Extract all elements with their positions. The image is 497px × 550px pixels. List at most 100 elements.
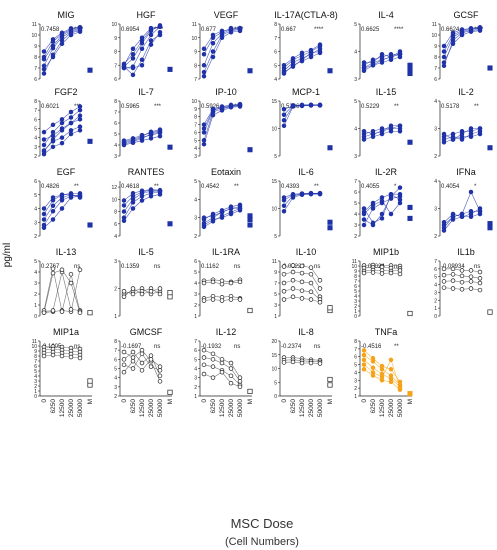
y-tick-label: 2 [194,385,197,391]
y-tick-label: 9 [194,107,197,113]
data-point [201,130,207,135]
y-tick-label: 4 [434,283,437,289]
data-point [219,105,225,111]
y-tick-label: 7 [354,279,357,285]
data-point [77,355,83,361]
data-point [450,30,456,36]
data-point [139,188,145,194]
data-point [148,42,154,47]
y-tick-label: 5 [194,138,197,144]
data-point [237,297,243,302]
y-tick-label: 10 [191,99,197,105]
data-point [281,118,287,123]
x-tick-label: M [167,399,174,404]
medium-control-point [327,382,333,388]
y-tick-label: 7 [434,66,437,72]
data-point [201,141,207,147]
data-point [210,357,216,362]
y-tick-label: 6 [434,77,437,83]
data-point [130,72,136,78]
data-point [121,369,127,375]
data-point [41,148,47,153]
data-point [50,208,56,214]
data-point [361,217,367,222]
data-point [388,54,394,60]
data-point [59,126,65,131]
y-tick-label: 6 [434,267,437,273]
data-point [379,378,385,383]
y-tick-label: 4 [34,136,37,142]
y-tick-label: 5 [194,357,197,363]
y-tick-label: 4 [194,146,197,152]
data-point [41,142,47,148]
correlation-value: 0.667 [281,27,297,33]
data-point [228,206,234,211]
data-point [361,65,367,71]
data-point [121,203,127,208]
significance-label: * [394,184,397,190]
data-point [41,66,47,72]
panel-il-5: IL-5 1 2 3 0.1359 ns [114,247,173,320]
data-point [148,27,154,32]
data-point [68,307,74,312]
data-point [290,278,296,283]
x-tick-label: M [407,399,414,404]
panel-il-17a-ctla-8-: IL-17A(CTLA-8) 4 5 6 7 8 0.667 **** [274,10,338,83]
y-tick-label: 11 [32,22,37,28]
data-point [68,128,74,133]
y-tick-label: 4 [194,197,197,203]
y-tick-label: 5 [114,132,117,138]
data-point [130,366,136,371]
y-tick-label: 10 [191,36,197,42]
data-point [148,364,154,369]
y-tick-label: 3 [114,259,117,265]
data-point [50,308,56,313]
panel-il-4: IL-4 3 4 5 0.6625 **** [354,10,413,83]
panel-title: IL-6 [298,167,314,177]
data-point [148,194,154,199]
data-point [397,387,403,392]
y-tick-label: 11 [272,259,277,265]
panel-title: IP-10 [215,87,237,97]
y-tick-label: 4 [434,99,437,105]
y-tick-label: 7 [194,123,197,129]
medium-control-point [87,138,93,144]
panel-rantes: RANTES 4 6 8 10 12 0.4618 ** [111,167,173,240]
data-point [148,129,154,135]
data-point [281,69,287,75]
data-point [308,289,314,295]
medium-control-point [407,204,413,210]
medium-control-point [247,213,253,219]
data-point [281,107,287,112]
y-tick-label: 5 [354,99,357,105]
medium-control-point [167,389,173,395]
data-point [281,112,287,118]
data-point [139,291,145,297]
data-point [121,294,127,299]
y-tick-label: 5 [114,367,117,373]
significance-label: *** [154,104,162,110]
data-point [468,126,474,131]
data-point [228,104,234,109]
significance-label: ** [314,184,319,190]
data-point [157,379,163,384]
y-tick-label: 11 [32,339,37,345]
panel-il-1ra: IL-1RA 1 2 3 4 5 6 0.1162 ns [194,247,253,320]
y-tick-label: 6 [354,284,357,290]
data-point [361,128,367,134]
data-point [201,362,207,368]
data-point [281,280,287,286]
correlation-value: -0.1932 [201,344,222,350]
data-point [397,123,403,129]
y-tick-label: 4 [354,294,357,300]
y-tick-label: 7 [434,259,437,265]
y-tick-label: 0 [354,314,357,320]
data-point [317,103,323,108]
data-point [201,355,207,360]
y-tick-label: 2 [194,234,197,240]
correlation-value: 0.6021 [41,104,60,110]
data-point [219,357,225,362]
y-tick-label: 9 [114,36,117,42]
significance-label: ns [74,264,80,270]
y-tick-label: 2 [114,394,117,400]
